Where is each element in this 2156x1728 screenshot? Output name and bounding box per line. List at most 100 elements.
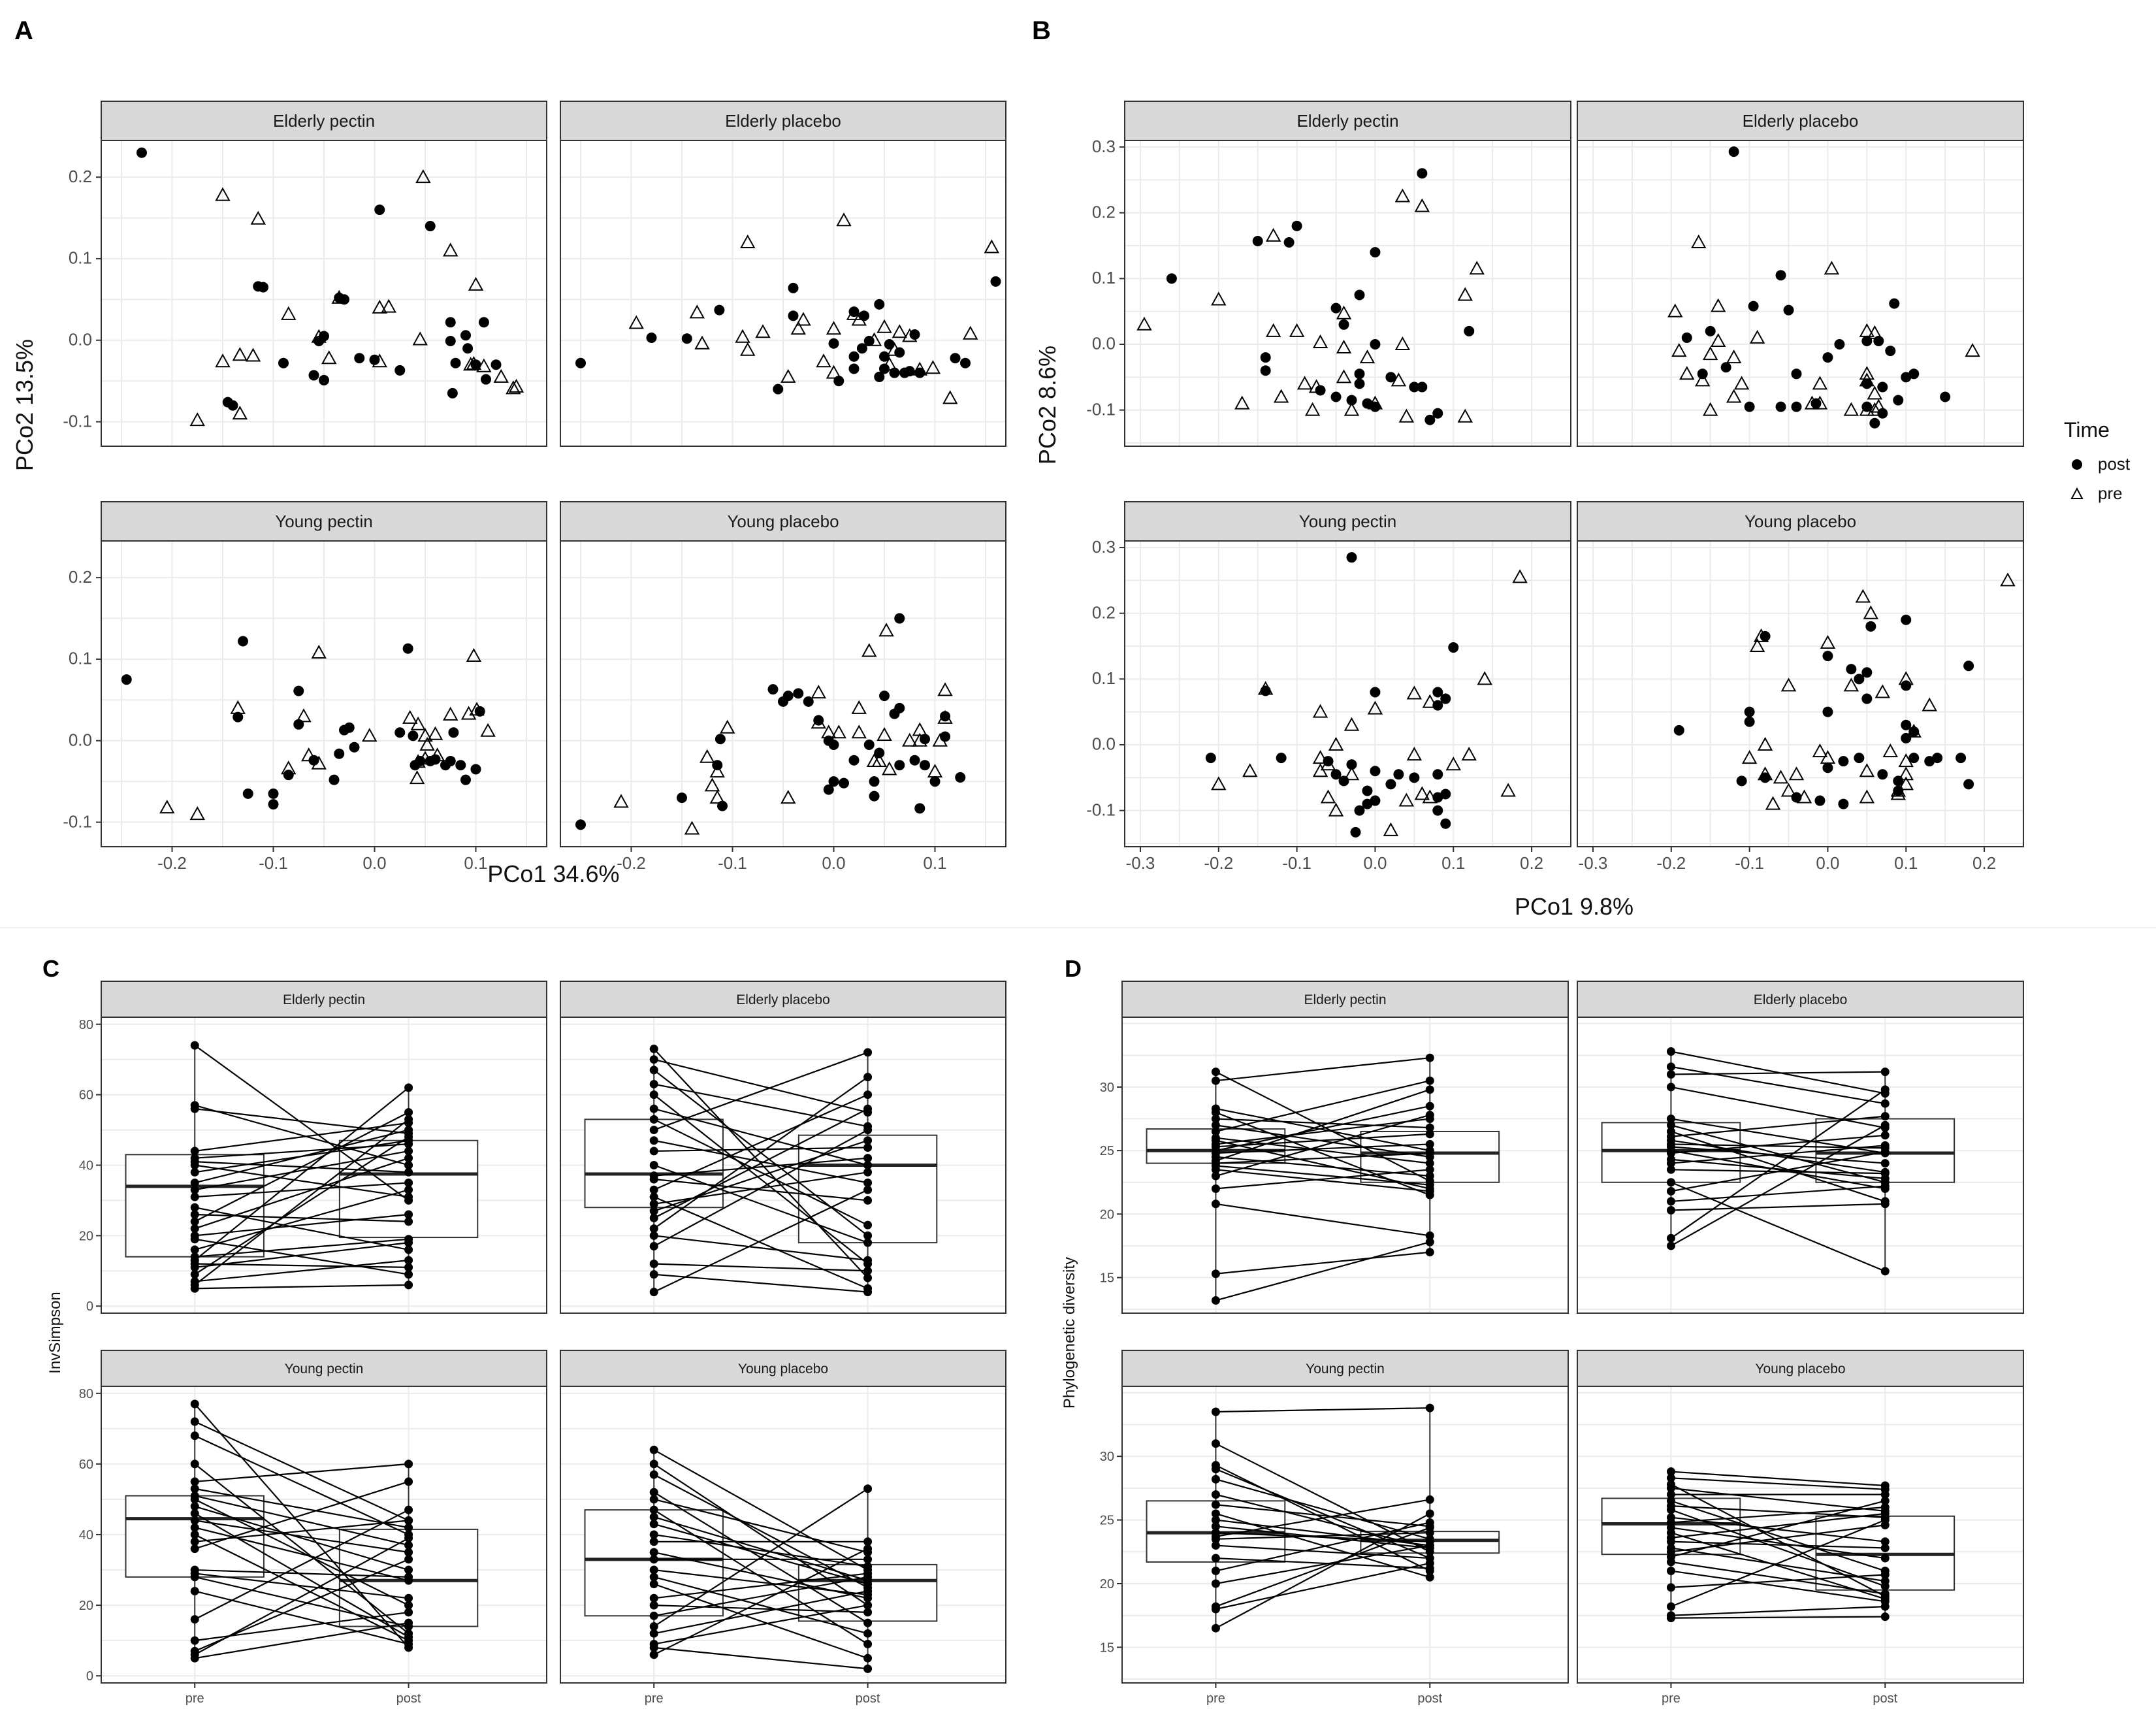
pair-line: [653, 1516, 868, 1582]
post-point: [848, 351, 860, 362]
pre-point: [410, 754, 426, 768]
pre-point: [1457, 408, 1473, 423]
post-value-point: [404, 1132, 413, 1141]
pre-value-point: [190, 1484, 199, 1493]
post-value-point: [1425, 1523, 1434, 1532]
panel-letter: D: [1065, 955, 1082, 982]
post-point: [1901, 614, 1912, 625]
post-point: [1963, 779, 1974, 790]
pair-line: [654, 1139, 868, 1184]
post-point: [714, 304, 725, 316]
pre-point: [780, 368, 796, 383]
pre-point: [189, 412, 205, 427]
pre-point: [1898, 753, 1914, 768]
y-tick-label: 0.3: [1092, 137, 1116, 156]
pair-line: [1215, 1203, 1430, 1237]
post-value-point: [1880, 1612, 1890, 1622]
post-value-point: [1425, 1559, 1434, 1568]
x-axis-title: PCo1 9.8%: [1515, 893, 1633, 920]
post-point: [1260, 365, 1271, 376]
post-value-point: [1425, 1248, 1434, 1257]
post-point: [813, 715, 824, 726]
post-value-point: [1880, 1112, 1890, 1121]
pre-point: [1733, 376, 1750, 390]
pre-value-point: [1211, 1490, 1220, 1499]
pair-line: [195, 1238, 409, 1275]
pre-value-point: [190, 1161, 199, 1169]
pre-point: [1671, 343, 1687, 357]
pair-line: [1215, 1527, 1430, 1608]
pre-point: [1780, 677, 1797, 692]
pair-line: [1671, 1500, 1886, 1558]
post-point: [402, 643, 413, 654]
pair-line: [194, 1421, 410, 1522]
post-value-point: [404, 1270, 413, 1279]
pair-line: [1215, 1522, 1430, 1572]
pre-point: [912, 732, 927, 747]
pre-value-point: [190, 1431, 199, 1441]
pre-point: [443, 242, 459, 257]
post-point: [268, 788, 279, 799]
pre-point: [1406, 685, 1423, 700]
pair-line: [194, 1189, 409, 1250]
pre-value-point: [649, 1530, 658, 1539]
post-value-point: [404, 1593, 413, 1603]
pre-point: [720, 719, 735, 734]
pair-line: [195, 1569, 409, 1578]
legend-title: Time: [2064, 418, 2110, 442]
pre-point: [1710, 333, 1726, 347]
pre-point: [1757, 766, 1773, 781]
pre-value-point: [190, 1636, 199, 1645]
pre-point: [301, 747, 317, 762]
pre-point: [1679, 366, 1695, 380]
post-point: [1783, 304, 1794, 316]
pre-point: [469, 702, 485, 716]
pair-line: [194, 1527, 409, 1582]
pre-point: [1867, 385, 1883, 400]
pre-value-point: [1211, 1120, 1220, 1130]
pair-line: [194, 1509, 410, 1620]
pre-point: [1457, 287, 1473, 301]
pair-line: [1671, 1570, 1886, 1603]
pre-point: [1394, 336, 1411, 350]
pre-value-point: [190, 1523, 199, 1532]
post-point: [242, 788, 253, 799]
y-tick-label: 30: [1100, 1081, 1114, 1095]
post-point: [1448, 642, 1459, 653]
pre-point: [1312, 763, 1328, 777]
post-value-point: [404, 1238, 413, 1247]
post-point: [940, 711, 950, 722]
pair-line: [194, 1534, 410, 1642]
pre-point: [613, 794, 629, 808]
post-value-point: [863, 1580, 873, 1589]
pair-line: [1671, 1487, 1886, 1512]
post-value-point: [863, 1573, 873, 1582]
post-point: [1822, 762, 1833, 774]
pair-line: [194, 1087, 410, 1261]
facet-title: Elderly pectin: [1304, 992, 1386, 1007]
legend: Time post pre: [2057, 418, 2149, 523]
pre-point: [700, 749, 715, 763]
pre-point: [1965, 343, 1980, 357]
pre-point: [372, 299, 387, 314]
post-point: [1354, 378, 1365, 389]
facet-border: [1577, 540, 2024, 847]
pair-line: [653, 1488, 869, 1627]
pre-point: [1336, 339, 1352, 354]
post-point: [460, 774, 471, 785]
post-point: [1409, 382, 1420, 393]
pre-point: [1890, 786, 1906, 800]
post-value-point: [863, 1136, 873, 1145]
post-point: [293, 685, 304, 696]
facet-border: [1124, 140, 1571, 447]
pre-point: [1336, 305, 1352, 319]
x-tick-label: 0.1: [464, 853, 487, 873]
y-tick-label: 0.1: [1092, 268, 1116, 287]
pre-value-point: [1211, 1171, 1220, 1181]
pair-line: [1671, 1512, 1886, 1539]
facet-border: [101, 540, 547, 847]
post-point: [1775, 401, 1786, 412]
pre-value-point: [1211, 1184, 1220, 1193]
pre-value-point: [190, 1537, 199, 1546]
post-point: [828, 740, 839, 750]
